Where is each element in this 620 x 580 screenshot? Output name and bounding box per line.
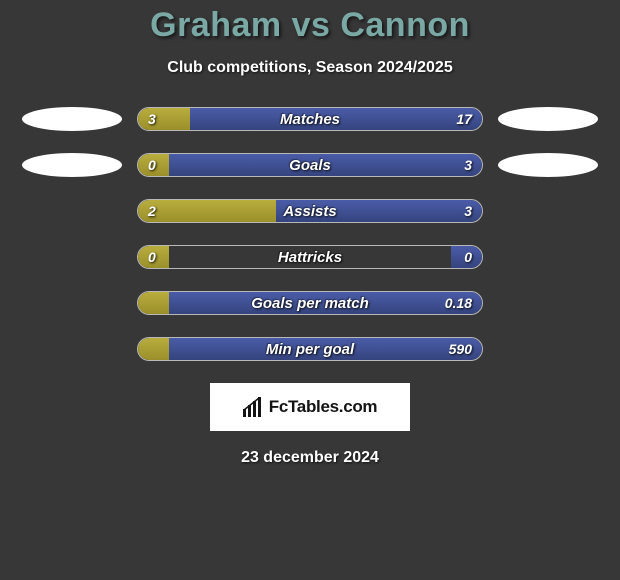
player-ellipse-right: [498, 153, 598, 177]
date-label: 23 december 2024: [0, 449, 620, 467]
stat-value-right: 590: [449, 338, 472, 360]
brand-text: FcTables.com: [269, 397, 378, 417]
stat-row: 0.18Goals per match: [0, 291, 620, 315]
stat-row: 590Min per goal: [0, 337, 620, 361]
stat-value-left: 0: [148, 154, 156, 176]
player-ellipse-left: [22, 153, 122, 177]
brand-badge: FcTables.com: [210, 383, 410, 431]
stat-value-left: 3: [148, 108, 156, 130]
stat-value-left: 2: [148, 200, 156, 222]
chart-icon: [243, 397, 265, 417]
stat-bar: 23Assists: [137, 199, 483, 223]
right-decor: [493, 337, 603, 361]
right-decor: [493, 107, 603, 131]
stat-bar: 0.18Goals per match: [137, 291, 483, 315]
fill-left: [138, 292, 169, 314]
stat-row: 03Goals: [0, 153, 620, 177]
left-decor: [17, 199, 127, 223]
left-decor: [17, 291, 127, 315]
stat-row: 23Assists: [0, 199, 620, 223]
left-decor: [17, 107, 127, 131]
left-decor: [17, 337, 127, 361]
stat-row: 317Matches: [0, 107, 620, 131]
stat-bar: 590Min per goal: [137, 337, 483, 361]
right-decor: [493, 199, 603, 223]
stat-value-right: 0.18: [445, 292, 472, 314]
left-decor: [17, 245, 127, 269]
fill-left: [138, 200, 276, 222]
right-decor: [493, 245, 603, 269]
right-decor: [493, 153, 603, 177]
fill-right: [169, 292, 482, 314]
stat-bar: 03Goals: [137, 153, 483, 177]
stat-row: 0 0Hattricks: [0, 245, 620, 269]
fill-left: [138, 338, 169, 360]
stat-bar: 0 0Hattricks: [137, 245, 483, 269]
fill-right: [169, 154, 482, 176]
left-decor: [17, 153, 127, 177]
player-ellipse-left: [22, 107, 122, 131]
stat-value-right: 3: [464, 200, 472, 222]
page-title: Graham vs Cannon: [0, 6, 620, 45]
comparison-rows: 317Matches03Goals23Assists00Hattricks0.1…: [0, 107, 620, 361]
stat-label: Hattricks: [138, 246, 482, 268]
stat-bar: 317Matches: [137, 107, 483, 131]
fill-right: [169, 338, 482, 360]
fill-right: [276, 200, 482, 222]
stat-value-right: 3: [464, 154, 472, 176]
stat-value-right: 17: [456, 108, 472, 130]
page-subtitle: Club competitions, Season 2024/2025: [0, 59, 620, 77]
player-ellipse-right: [498, 107, 598, 131]
stat-value-left: 0: [148, 246, 156, 268]
fill-right: [190, 108, 482, 130]
comparison-infographic: Graham vs Cannon Club competitions, Seas…: [0, 0, 620, 467]
fill-left: [138, 108, 190, 130]
stat-value-right: 0: [464, 246, 472, 268]
right-decor: [493, 291, 603, 315]
